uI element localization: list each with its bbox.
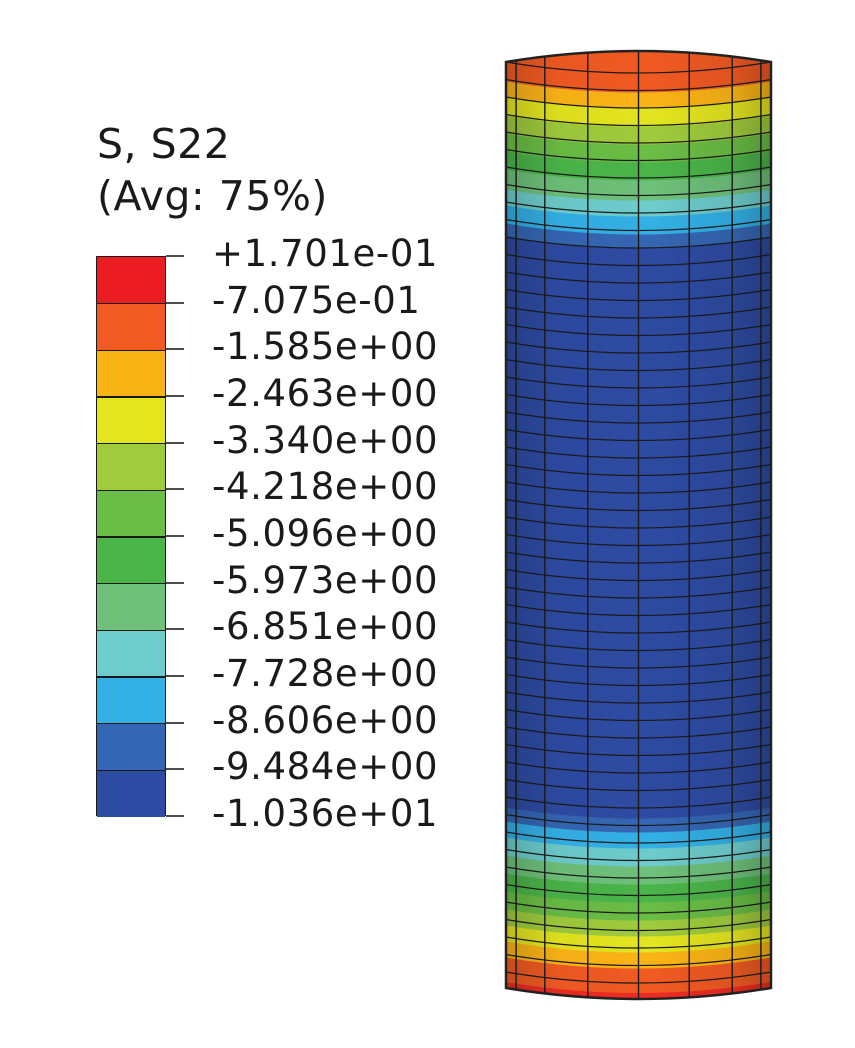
legend-value-label: -4.218e+00 bbox=[212, 465, 439, 509]
color-legend-bar bbox=[96, 256, 166, 818]
legend-tick bbox=[166, 628, 184, 631]
legend-tick bbox=[166, 581, 184, 584]
legend-value-label: +1.701e-01 bbox=[212, 232, 439, 275]
legend-value-label: -8.606e+00 bbox=[212, 698, 439, 742]
legend-band-separator bbox=[97, 676, 165, 678]
legend-value-label: -5.096e+00 bbox=[212, 512, 439, 555]
legend-value-label: -1.036e+01 bbox=[212, 792, 439, 835]
legend-title: S, S22 (Avg: 75%) bbox=[97, 118, 328, 222]
legend-band-separator bbox=[97, 629, 165, 632]
legend-color-band bbox=[97, 583, 165, 631]
legend-tick bbox=[166, 348, 184, 351]
legend-color-band bbox=[97, 490, 165, 538]
legend-tick bbox=[166, 721, 184, 724]
legend-band-separator bbox=[97, 349, 165, 352]
legend-tick bbox=[166, 815, 184, 817]
legend-band-separator bbox=[97, 582, 165, 585]
legend-tick bbox=[166, 488, 184, 491]
legend-tick bbox=[166, 768, 184, 771]
legend-tick bbox=[166, 441, 184, 444]
legend-value-label: -2.463e+00 bbox=[212, 372, 439, 415]
legend-tick bbox=[166, 675, 184, 677]
legend-color-band bbox=[97, 677, 165, 725]
cylinder-outline bbox=[504, 49, 773, 1001]
legend-value-label: -7.075e-01 bbox=[212, 278, 421, 322]
legend-tick bbox=[166, 255, 184, 257]
legend-band-separator bbox=[97, 396, 165, 398]
legend-band-separator bbox=[97, 442, 165, 445]
legend-color-band bbox=[97, 630, 165, 678]
legend-tick bbox=[166, 395, 184, 397]
legend-band-separator bbox=[97, 302, 165, 305]
legend-value-label: -7.728e+00 bbox=[212, 652, 439, 695]
legend-color-band bbox=[97, 397, 165, 445]
legend-tick bbox=[166, 535, 184, 537]
legend-band-separator bbox=[97, 769, 165, 772]
legend-title-averaging: (Avg: 75%) bbox=[97, 172, 328, 220]
legend-title-variable: S, S22 bbox=[97, 120, 231, 168]
legend-value-label: -5.973e+00 bbox=[212, 558, 439, 602]
legend-color-band bbox=[97, 443, 165, 491]
legend-band-separator bbox=[97, 536, 165, 538]
legend-color-band bbox=[97, 537, 165, 585]
cylinder-shading bbox=[506, 51, 771, 999]
legend-band-separator bbox=[97, 722, 165, 725]
legend-color-band bbox=[97, 303, 165, 351]
legend-tick bbox=[166, 301, 184, 304]
legend-color-band bbox=[97, 350, 165, 398]
legend-value-label: -9.484e+00 bbox=[212, 745, 439, 789]
legend-color-band bbox=[97, 770, 165, 818]
legend-color-band bbox=[97, 723, 165, 771]
legend-value-label: -6.851e+00 bbox=[212, 605, 439, 649]
legend-value-label: -3.340e+00 bbox=[212, 418, 439, 462]
legend-band-separator bbox=[97, 489, 165, 492]
legend-value-label: -1.585e+00 bbox=[212, 325, 439, 369]
legend-color-band bbox=[97, 257, 165, 305]
